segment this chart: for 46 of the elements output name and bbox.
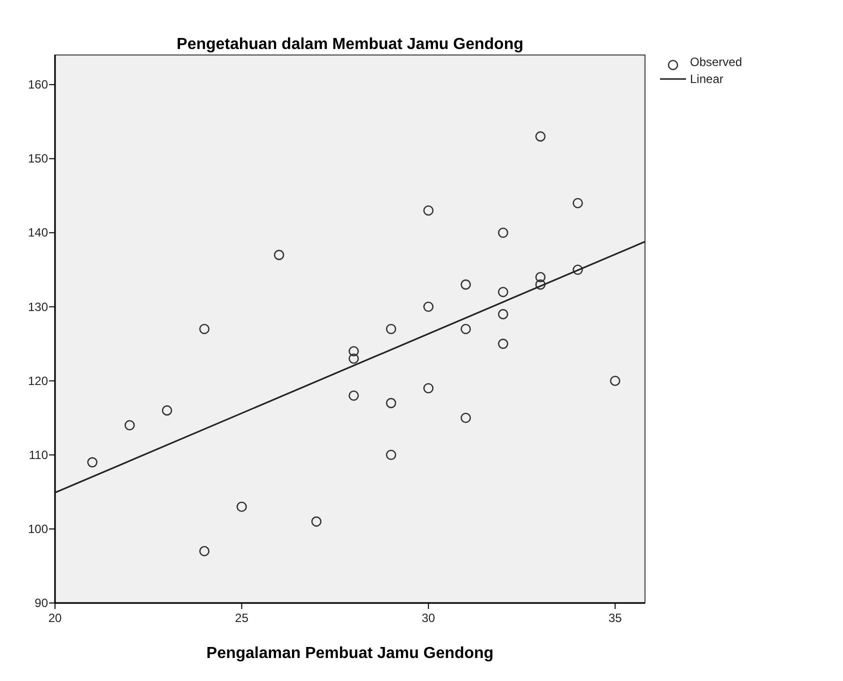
point (124, 420, 135, 430)
point (87, 457, 98, 468)
y-tick-label: 90 (34, 596, 48, 610)
y-tick-label: 150 (28, 152, 48, 166)
point (535, 272, 546, 282)
point (498, 309, 508, 320)
x-tick-label: 20 (48, 611, 62, 625)
point (535, 279, 546, 290)
point (572, 198, 583, 208)
point (498, 228, 508, 238)
point (348, 353, 359, 364)
point (498, 286, 508, 298)
x-tick-label: 35 (608, 611, 622, 625)
point (236, 502, 247, 512)
point (423, 205, 434, 216)
point (572, 264, 583, 275)
point (199, 324, 210, 334)
point (348, 390, 359, 401)
point (423, 383, 434, 394)
point (498, 338, 508, 349)
y-tick-label: 130 (28, 300, 48, 314)
point (423, 302, 434, 312)
x-tick-label: 25 (235, 611, 249, 625)
point (199, 546, 210, 556)
point (311, 516, 322, 527)
point (535, 131, 546, 142)
x-tick-label: 30 (422, 611, 436, 625)
y-tick-label: 140 (28, 226, 48, 240)
point (274, 250, 284, 260)
point (610, 376, 620, 386)
y-tick-label: 110 (28, 448, 48, 462)
x-axis-title: Pengalaman Pembuat Jamu Gendong (206, 645, 494, 662)
point (162, 405, 172, 416)
point (348, 346, 359, 356)
point (386, 398, 396, 408)
point (460, 324, 471, 334)
y-tick-label: 120 (28, 374, 48, 388)
point (386, 324, 396, 334)
point (386, 450, 396, 460)
y-tick-label: 100 (28, 522, 48, 536)
legend-label: Observed (690, 55, 742, 69)
chart-title: Pengetahuan dalam Membuat Jamu Gendong (176, 36, 524, 53)
point (460, 412, 471, 424)
point (460, 279, 471, 290)
legend-label: Linear (690, 72, 724, 86)
y-tick-label: 160 (28, 78, 48, 92)
